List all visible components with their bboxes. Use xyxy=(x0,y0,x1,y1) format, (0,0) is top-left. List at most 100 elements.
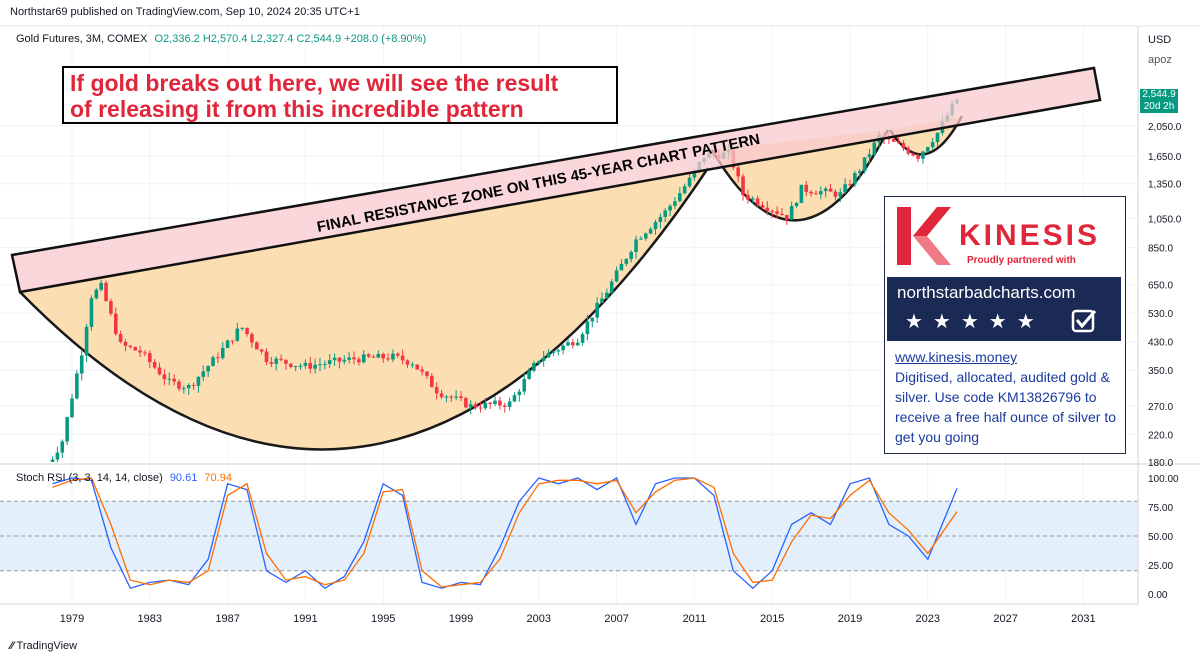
price-axis-ticks: 2,050.0 1,650.0 1,350.0 1,050.0 850.0 650.0 53… xyxy=(1148,122,1182,469)
candle-body xyxy=(609,281,614,293)
candle-body xyxy=(381,353,385,359)
candle-body xyxy=(289,363,293,367)
candle-body xyxy=(133,347,138,351)
symbol-name[interactable]: Gold Futures, 3M, COMEX xyxy=(16,33,148,45)
candle-body xyxy=(784,214,789,220)
candle-body xyxy=(118,333,123,342)
candle-body xyxy=(371,356,376,358)
candle-body xyxy=(342,359,347,362)
rating-stars-icon: ★★★★★ xyxy=(905,311,1045,333)
candle-body xyxy=(648,229,653,234)
candle-body xyxy=(799,184,804,204)
candle-body xyxy=(872,142,877,155)
candle-body xyxy=(537,360,541,364)
candle-body xyxy=(478,407,483,409)
time-tick-label: 1983 xyxy=(138,613,162,625)
stoch-axis-ticks: 100.00 75.00 50.00 25.00 0.00 xyxy=(1148,474,1179,601)
time-tick-label: 1987 xyxy=(215,613,239,625)
tradingview-footer[interactable]: ⁄⁄ TradingView xyxy=(10,640,77,652)
candle-body xyxy=(916,155,920,159)
annotation-line-2: of releasing it from this incredible pat… xyxy=(70,96,524,122)
price-tick-label: 1,350.0 xyxy=(1148,180,1182,191)
candle-body xyxy=(498,400,502,406)
northstar-url: northstarbadcharts.com xyxy=(897,283,1076,302)
candle-body xyxy=(668,205,672,211)
candle-body xyxy=(65,417,69,442)
axes xyxy=(0,25,1200,605)
candle-body xyxy=(639,238,643,240)
candle-body xyxy=(318,364,322,366)
candle-body xyxy=(177,381,181,389)
candle-body xyxy=(770,210,774,212)
time-tick-label: 2003 xyxy=(527,613,551,625)
annotation-line-1: If gold breaks out here, we will see the… xyxy=(70,70,559,96)
candle-body xyxy=(366,354,371,357)
candle-body xyxy=(755,198,760,206)
candle-body xyxy=(84,326,89,356)
candle-body xyxy=(741,176,745,196)
stoch-tick-label: 75.00 xyxy=(1148,503,1173,514)
candle-body xyxy=(614,270,619,282)
candle-body xyxy=(585,321,590,335)
candle-body xyxy=(332,357,337,361)
candle-body xyxy=(571,342,575,346)
candle-body xyxy=(935,132,940,143)
stoch-k-value: 90.61 xyxy=(169,472,198,484)
candle-body xyxy=(113,313,118,334)
candle-body xyxy=(896,141,901,144)
kinesis-logo-icon xyxy=(897,207,951,265)
ohlc-change: +208.0 (+8.90%) xyxy=(344,33,427,45)
price-tick-label: 220.0 xyxy=(1148,430,1173,441)
price-tick-label: 350.0 xyxy=(1148,366,1173,377)
stoch-label[interactable]: Stoch RSI (3, 3, 14, 14, close) xyxy=(16,472,163,484)
candle-body xyxy=(152,362,157,368)
unit-label: apoz xyxy=(1148,54,1172,66)
candle-body xyxy=(327,360,332,364)
time-tick-label: 2019 xyxy=(838,613,862,625)
candle-body xyxy=(352,357,356,360)
candle-body xyxy=(527,370,531,380)
candle-body xyxy=(760,205,765,208)
candle-body xyxy=(211,357,215,367)
candle-body xyxy=(532,363,536,371)
candle-body xyxy=(512,395,517,402)
candle-body xyxy=(692,170,697,178)
candle-body xyxy=(293,366,298,368)
candle-body xyxy=(172,378,176,382)
tradingview-logo-icon: ⁄⁄ xyxy=(10,640,14,652)
candle-body xyxy=(901,143,906,149)
candle-body xyxy=(420,369,424,372)
candle-body xyxy=(687,177,692,187)
candle-body xyxy=(284,359,288,364)
candle-body xyxy=(580,334,585,343)
candle-body xyxy=(891,138,896,142)
candle-body xyxy=(906,148,911,154)
candle-body xyxy=(459,396,463,399)
currency-label[interactable]: USD xyxy=(1148,34,1172,46)
candle-body xyxy=(167,378,172,380)
candle-body xyxy=(391,353,395,360)
candle-body xyxy=(619,263,624,271)
candle-body xyxy=(240,327,244,329)
candle-body xyxy=(225,340,230,348)
candle-body xyxy=(206,366,210,372)
candle-body xyxy=(104,282,108,301)
stoch-tick-label: 25.00 xyxy=(1148,561,1173,572)
candle-body xyxy=(274,358,279,364)
stoch-tick-label: 50.00 xyxy=(1148,532,1173,543)
candle-body xyxy=(60,441,65,453)
time-axis-ticks: 1979 1983 1987 1991 1995 1999 2003 2007 2011 2015… xyxy=(60,613,1096,625)
candle-body xyxy=(488,402,492,405)
price-tick-label: 1,050.0 xyxy=(1148,214,1182,225)
price-tick-label: 180.0 xyxy=(1148,458,1173,469)
candle-body xyxy=(828,188,833,192)
candle-body xyxy=(804,184,809,192)
kinesis-link[interactable]: www.kinesis.money xyxy=(895,349,1018,365)
candle-body xyxy=(833,191,838,197)
candle-body xyxy=(109,300,113,314)
candle-body xyxy=(279,358,283,360)
ohlc-low: L2,327.4 xyxy=(250,33,294,45)
candle-body xyxy=(561,345,565,351)
candle-body xyxy=(400,355,405,361)
